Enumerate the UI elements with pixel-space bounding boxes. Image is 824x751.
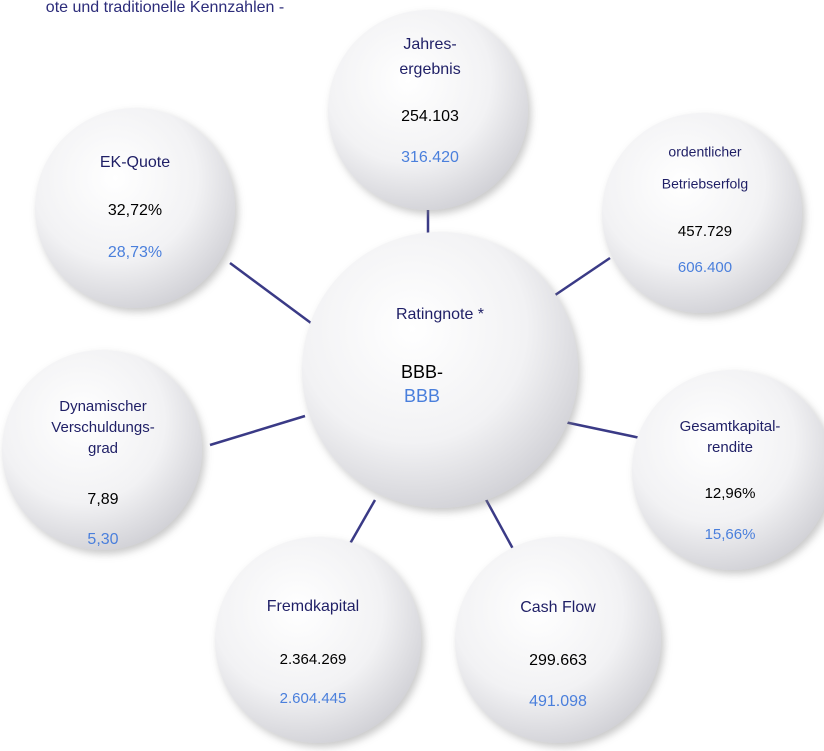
node-previous: 606.400 bbox=[678, 259, 732, 276]
node-circle bbox=[35, 108, 235, 308]
node-value: 457.729 bbox=[678, 223, 732, 240]
node-label: Dynamischer bbox=[59, 398, 147, 415]
center-label: Ratingnote * bbox=[396, 306, 484, 323]
node-label: Verschuldungs- bbox=[51, 419, 154, 436]
node-previous: 5,30 bbox=[87, 531, 118, 548]
node-previous: 15,66% bbox=[705, 526, 756, 543]
connectors bbox=[209, 207, 651, 559]
node-label: ordentlicher bbox=[668, 144, 741, 160]
node-circle bbox=[632, 370, 824, 570]
node-value: 254.103 bbox=[401, 108, 459, 125]
node-previous: 28,73% bbox=[108, 244, 162, 261]
node-value: 299.663 bbox=[529, 652, 587, 669]
node-label: ergebnis bbox=[399, 61, 460, 78]
node-label: rendite bbox=[707, 439, 753, 456]
center-value: BBB- bbox=[401, 362, 443, 382]
node-label: Fremdkapital bbox=[267, 598, 359, 615]
node-value: 2.364.269 bbox=[280, 651, 347, 668]
node-circle bbox=[328, 10, 528, 210]
node-label: Cash Flow bbox=[520, 599, 596, 616]
node-label: grad bbox=[88, 440, 118, 457]
node-previous: 316.420 bbox=[401, 149, 459, 166]
node-label: Jahres- bbox=[403, 36, 456, 53]
node-value: 7,89 bbox=[87, 491, 118, 508]
node-circle bbox=[455, 537, 661, 743]
node-circle bbox=[302, 232, 578, 508]
node-label: Gesamtkapital- bbox=[680, 418, 781, 435]
node-circle bbox=[215, 537, 421, 743]
header-title: ote und traditionelle Kennzahlen - bbox=[46, 0, 284, 16]
node-previous: 2.604.445 bbox=[280, 690, 347, 707]
node-label: EK-Quote bbox=[100, 154, 170, 171]
node-circle bbox=[2, 350, 202, 550]
node-label: Betriebserfolg bbox=[662, 176, 748, 192]
node-value: 12,96% bbox=[705, 485, 756, 502]
node-circle bbox=[602, 113, 802, 313]
node-value: 32,72% bbox=[108, 202, 162, 219]
node-previous: 491.098 bbox=[529, 693, 587, 710]
center-previous: BBB bbox=[404, 386, 440, 406]
